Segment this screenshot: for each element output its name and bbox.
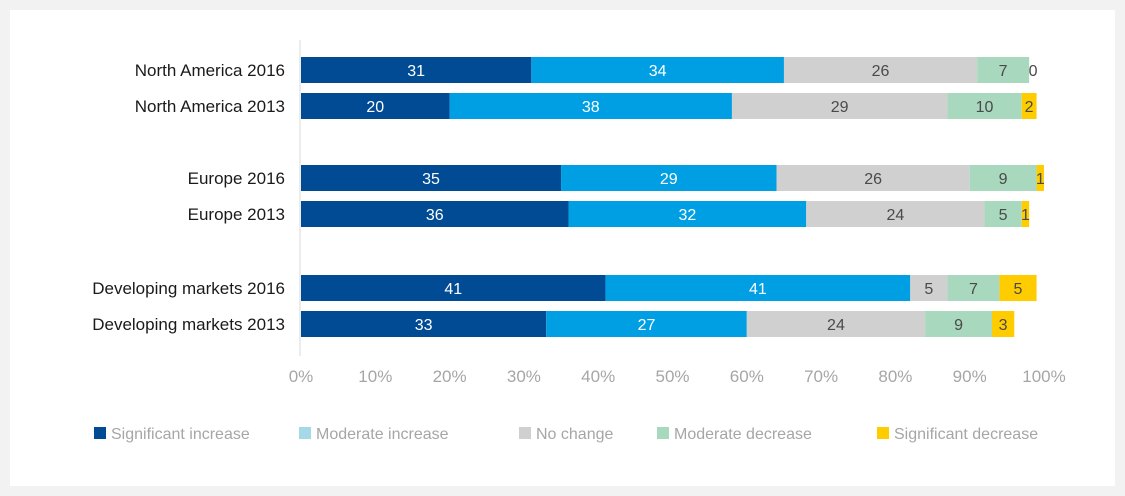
bar-segment bbox=[731, 93, 948, 119]
bar-segment bbox=[977, 57, 1030, 83]
x-tick-label: 50% bbox=[655, 367, 689, 386]
bar-segment bbox=[561, 165, 777, 191]
data-label: 24 bbox=[887, 207, 905, 224]
stacked-bar-chart: North America 2016 North America 2013 Euro… bbox=[92, 40, 1066, 443]
data-label: 5 bbox=[1014, 281, 1023, 298]
x-tick-label: 90% bbox=[953, 367, 987, 386]
data-label: 36 bbox=[426, 207, 444, 224]
category-label: North America 2016 bbox=[135, 61, 285, 80]
bar-segment bbox=[783, 57, 978, 83]
x-tick-label: 100% bbox=[1022, 367, 1065, 386]
bar-segment bbox=[910, 275, 948, 301]
data-label: 27 bbox=[638, 317, 656, 334]
data-label: 41 bbox=[444, 281, 462, 298]
chart-card: North America 2016 North America 2013 Euro… bbox=[10, 10, 1115, 486]
data-label: 26 bbox=[864, 171, 882, 188]
bar-segment bbox=[969, 165, 1037, 191]
bar-segment bbox=[301, 165, 562, 191]
data-label: 2 bbox=[1025, 99, 1034, 116]
bar-segment bbox=[546, 311, 747, 337]
x-tick-label: 70% bbox=[804, 367, 838, 386]
legend-swatch bbox=[657, 427, 669, 439]
data-label: 34 bbox=[649, 63, 667, 80]
data-label: 26 bbox=[872, 63, 890, 80]
category-label: Europe 2016 bbox=[188, 169, 285, 188]
data-label: 1 bbox=[1036, 171, 1045, 188]
bar-segment bbox=[746, 311, 926, 337]
data-label: 9 bbox=[954, 317, 963, 334]
legend-swatch bbox=[299, 427, 311, 439]
bar-segment bbox=[1036, 165, 1044, 191]
bar-segment bbox=[449, 93, 732, 119]
data-label: 5 bbox=[999, 207, 1008, 224]
legend-swatch bbox=[94, 427, 106, 439]
legend-label: Moderate decrease bbox=[674, 426, 812, 443]
bar-segment bbox=[301, 93, 450, 119]
x-tick-label: 80% bbox=[878, 367, 912, 386]
legend-label: Moderate increase bbox=[316, 426, 449, 443]
category-label: Europe 2013 bbox=[188, 205, 285, 224]
bar-segment bbox=[776, 165, 970, 191]
data-label: 9 bbox=[999, 171, 1008, 188]
bar-segment bbox=[925, 311, 992, 337]
bar-segment bbox=[947, 275, 1000, 301]
data-label: 29 bbox=[660, 171, 678, 188]
x-tick-label: 0% bbox=[289, 367, 314, 386]
bar-segment bbox=[806, 201, 985, 227]
data-label: 24 bbox=[827, 317, 845, 334]
legend-swatch bbox=[877, 427, 889, 439]
x-tick-label: 40% bbox=[581, 367, 615, 386]
legend-swatch bbox=[519, 427, 531, 439]
bar-segment bbox=[301, 275, 606, 301]
data-label: 5 bbox=[924, 281, 933, 298]
data-label: 3 bbox=[999, 317, 1008, 334]
data-label: 20 bbox=[366, 99, 384, 116]
data-label: 0 bbox=[1029, 63, 1038, 80]
bar-segment bbox=[301, 311, 547, 337]
bar-segment bbox=[301, 57, 532, 83]
data-label: 7 bbox=[969, 281, 978, 298]
legend-label: Significant decrease bbox=[894, 426, 1038, 443]
category-label: Developing markets 2013 bbox=[92, 315, 285, 334]
data-label: 7 bbox=[999, 63, 1008, 80]
x-tick-label: 30% bbox=[507, 367, 541, 386]
bar-segment bbox=[991, 311, 1015, 337]
x-tick-label: 10% bbox=[358, 367, 392, 386]
legend-label: No change bbox=[536, 426, 613, 443]
legend-label: Significant increase bbox=[111, 426, 250, 443]
bar-segment bbox=[301, 201, 569, 227]
x-tick-label: 20% bbox=[433, 367, 467, 386]
bar-segment bbox=[947, 93, 1022, 119]
data-label: 10 bbox=[976, 99, 994, 116]
bar-segment bbox=[568, 201, 807, 227]
bar-segment bbox=[999, 275, 1037, 301]
data-label: 29 bbox=[831, 99, 849, 116]
bar-segment bbox=[1021, 93, 1037, 119]
data-label: 31 bbox=[407, 63, 425, 80]
data-label: 32 bbox=[678, 207, 696, 224]
category-label: North America 2013 bbox=[135, 97, 285, 116]
category-label: Developing markets 2016 bbox=[92, 279, 285, 298]
bar-segment bbox=[531, 57, 784, 83]
data-label: 41 bbox=[749, 281, 767, 298]
data-label: 38 bbox=[582, 99, 600, 116]
bar-segment bbox=[984, 201, 1022, 227]
bar-segment bbox=[1021, 201, 1030, 227]
data-label: 33 bbox=[415, 317, 433, 334]
data-label: 1 bbox=[1021, 207, 1030, 224]
x-tick-label: 60% bbox=[730, 367, 764, 386]
bar-segment bbox=[605, 275, 911, 301]
data-label: 35 bbox=[422, 171, 440, 188]
